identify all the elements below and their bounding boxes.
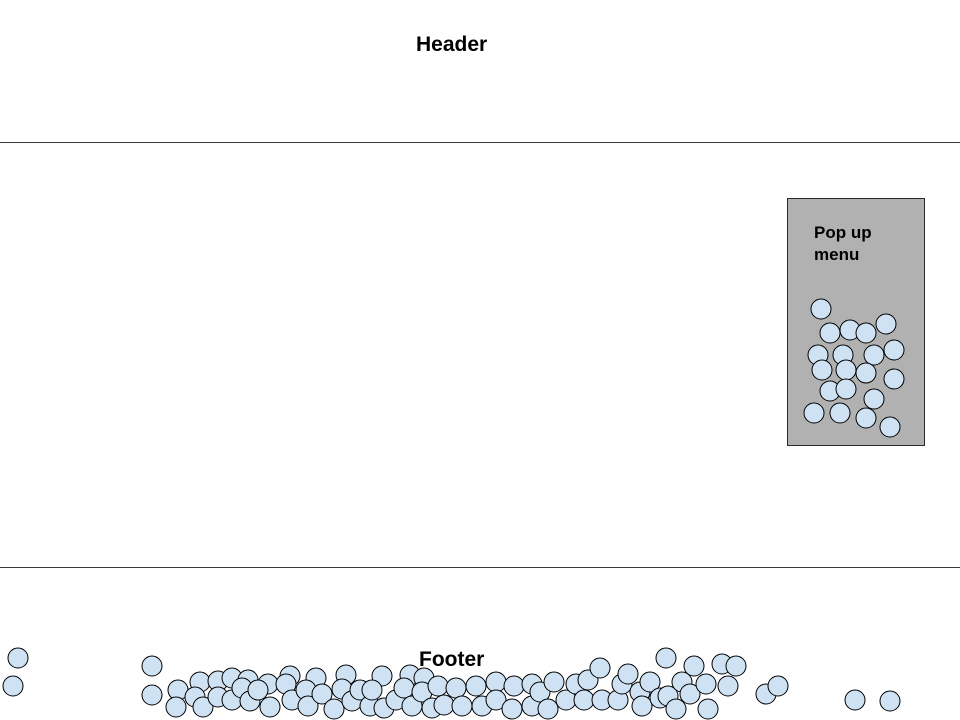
footer-title: Footer — [419, 648, 485, 671]
footer-bubble — [631, 695, 653, 717]
footer-bubble — [305, 667, 327, 689]
footer-bubble — [141, 684, 163, 706]
footer-bubble — [371, 665, 393, 687]
footer-bubble — [617, 663, 639, 685]
footer-bubble — [281, 689, 303, 711]
footer-bubble — [879, 690, 901, 712]
footer-bubble — [521, 695, 543, 717]
footer-bubble — [501, 698, 523, 720]
footer-bubble — [565, 673, 587, 695]
footer-bubble — [275, 673, 297, 695]
footer-bubble — [239, 690, 261, 712]
footer-bubble — [695, 673, 717, 695]
footer-bubble — [349, 679, 371, 701]
footer-bubble — [373, 697, 395, 719]
footer-bubble — [711, 653, 733, 675]
footer-bubble — [607, 689, 629, 711]
footer-bubble — [485, 689, 507, 711]
footer-bubble — [725, 655, 747, 677]
footer-bubble — [341, 690, 363, 712]
footer-bubble — [207, 670, 229, 692]
footer-bubble — [221, 667, 243, 689]
footer-bubble — [385, 689, 407, 711]
footer-bubble — [359, 695, 381, 717]
footer-bubble — [361, 679, 383, 701]
footer-bubble — [655, 647, 677, 669]
footer-bubble — [7, 647, 29, 669]
footer-bubble — [2, 675, 24, 697]
footer-bubble — [331, 678, 353, 700]
footer-bubble — [657, 685, 679, 707]
footer-bubble — [184, 686, 206, 708]
footer-bubble — [485, 671, 507, 693]
footer-bubble — [189, 671, 211, 693]
footer-bubble — [529, 681, 551, 703]
footer-bubble — [393, 677, 415, 699]
footer-bubble — [247, 679, 269, 701]
footer-bubble — [639, 671, 661, 693]
footer-bubble — [165, 696, 187, 718]
footer-bubble — [683, 655, 705, 677]
footer-bubble — [427, 675, 449, 697]
footer-bubble — [577, 669, 599, 691]
footer-bubble — [503, 675, 525, 697]
footer-bubble — [399, 664, 421, 686]
footer-bubble — [257, 673, 279, 695]
footer-bubble — [323, 698, 345, 720]
footer-bubble — [629, 681, 651, 703]
header-title: Header — [416, 33, 488, 56]
footer-bubble — [555, 689, 577, 711]
footer-bubble — [537, 698, 559, 720]
footer-bubble — [445, 677, 467, 699]
footer-bubble — [297, 695, 319, 717]
footer-bubble — [451, 695, 473, 717]
footer-bubble — [231, 677, 253, 699]
footer-bubble — [697, 698, 719, 720]
footer-bubble — [279, 665, 301, 687]
footer-bubble — [591, 689, 613, 711]
footer-bubble — [844, 689, 866, 711]
footer-bubble — [295, 679, 317, 701]
footer-bubble — [755, 683, 777, 705]
footer-bubble — [521, 673, 543, 695]
footer-bubble — [649, 687, 671, 709]
footer-bubble — [679, 683, 701, 705]
footer-bubble — [335, 664, 357, 686]
footer-bubble — [767, 675, 789, 697]
footer-bubble — [259, 696, 281, 718]
footer-bubble — [573, 689, 595, 711]
footer-bubble — [207, 686, 229, 708]
footer-bubble — [141, 655, 163, 677]
footer-bubble — [665, 698, 687, 720]
footer-bubble — [421, 697, 443, 719]
footer-bubble — [589, 657, 611, 679]
footer-bubble — [411, 681, 433, 703]
footer-bubble — [465, 675, 487, 697]
footer-bubble — [237, 669, 259, 691]
footer-bubble — [717, 675, 739, 697]
footer-bubble — [311, 683, 333, 705]
footer-bubble — [543, 671, 565, 693]
footer-bubble — [192, 696, 214, 718]
footer-divider — [0, 567, 960, 568]
footer-bubble — [671, 671, 693, 693]
popup-menu-label: Pop up menu — [814, 223, 872, 264]
footer-bubble — [221, 689, 243, 711]
header-divider — [0, 142, 960, 143]
footer-bubble — [401, 695, 423, 717]
footer-bubble — [471, 695, 493, 717]
footer-bubble — [611, 673, 633, 695]
footer-bubble — [167, 679, 189, 701]
footer-bubble — [433, 694, 455, 716]
